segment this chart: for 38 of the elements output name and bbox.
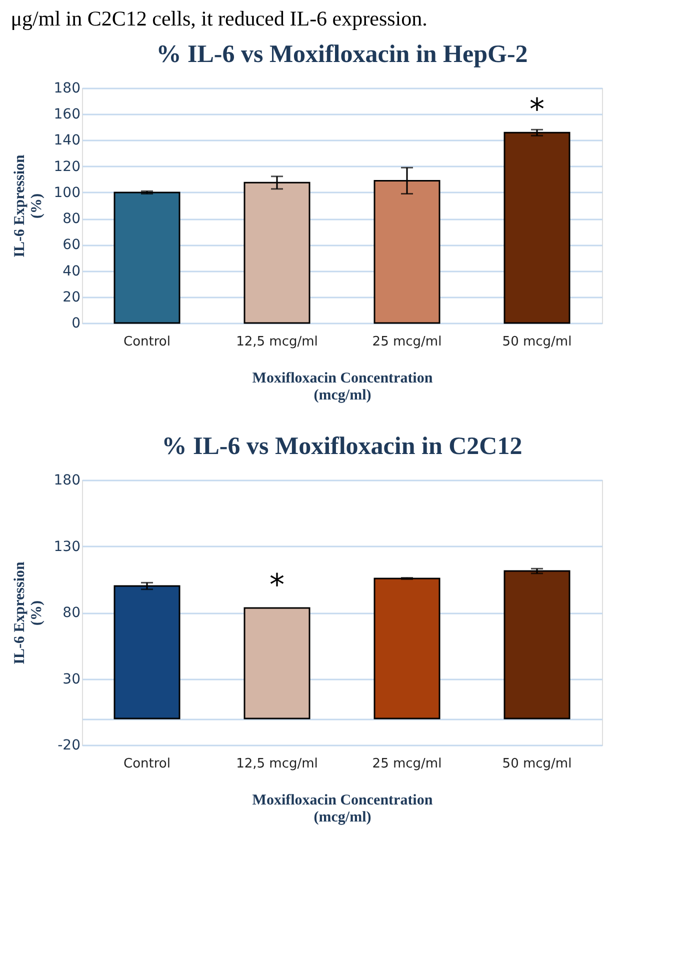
y-tick-label: 80 bbox=[62, 211, 80, 228]
y-tick-label: 40 bbox=[62, 263, 80, 280]
chart-title: % IL-6 vs Moxifloxacin in C2C12 bbox=[162, 433, 522, 460]
bar bbox=[374, 578, 440, 720]
x-tick-label: Control bbox=[124, 334, 170, 350]
x-tick-label: 50 mcg/ml bbox=[502, 756, 572, 772]
annotation: * bbox=[530, 92, 544, 128]
y-tick-label: 130 bbox=[54, 538, 80, 555]
x-tick-label: Control bbox=[124, 756, 170, 772]
y-tick-label: 30 bbox=[62, 671, 80, 688]
x-tick-label: 12,5 mcg/ml bbox=[236, 334, 318, 350]
y-tick-label: -20 bbox=[58, 738, 80, 754]
y-tick-label: 140 bbox=[54, 132, 80, 149]
x-tick-label: 25 mcg/ml bbox=[372, 756, 442, 772]
y-tick-label: 160 bbox=[54, 106, 80, 123]
y-axis-title: IL-6 Expression (%) bbox=[12, 561, 45, 664]
y-tick-label: 20 bbox=[62, 289, 80, 306]
bar bbox=[504, 132, 570, 324]
annotation: * bbox=[270, 568, 284, 603]
y-tick-label: 180 bbox=[54, 472, 80, 488]
x-tick-label: 12,5 mcg/ml bbox=[236, 756, 318, 772]
y-tick-label: 180 bbox=[54, 80, 80, 96]
y-tick-label: 120 bbox=[54, 158, 80, 175]
y-tick-label: 60 bbox=[62, 237, 80, 254]
y-tick-label: 80 bbox=[62, 605, 80, 621]
x-tick-label: 25 mcg/ml bbox=[372, 334, 442, 350]
y-tick-label: 0 bbox=[72, 316, 80, 332]
chart-title: % IL-6 vs Moxifloxacin in HepG-2 bbox=[156, 41, 528, 68]
bar bbox=[114, 192, 180, 324]
bar bbox=[114, 585, 180, 720]
bar bbox=[244, 607, 310, 720]
y-tick-label: 100 bbox=[54, 184, 80, 201]
text: μg/ml in C2C12 cells, it reduced IL-6 expression. bbox=[10, 6, 428, 30]
bar bbox=[504, 570, 570, 720]
x-axis-title: Moxifloxacin Concentration (mcg/ml) bbox=[252, 370, 434, 404]
x-tick-label: 50 mcg/ml bbox=[502, 334, 572, 350]
y-axis-title: IL-6 Expression (%) bbox=[12, 154, 45, 258]
x-axis-title: Moxifloxacin Concentration (mcg/ml) bbox=[252, 792, 434, 826]
